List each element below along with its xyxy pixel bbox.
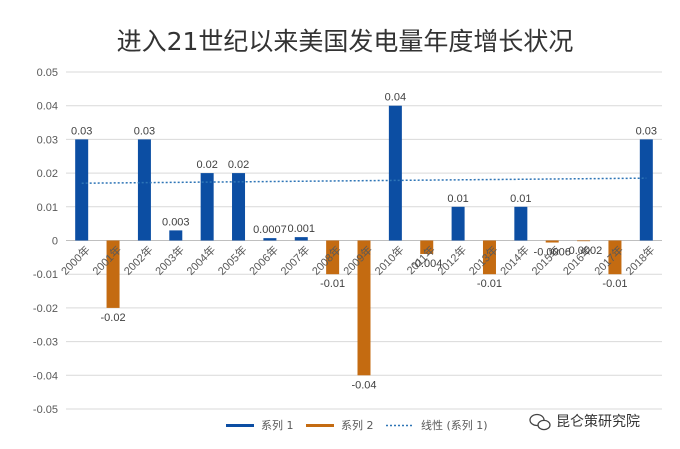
bar-series-1-2005年 — [232, 173, 246, 241]
bar-series-2-2017年 — [608, 240, 622, 275]
y-tick-label: 0.02 — [37, 168, 58, 180]
x-tick-label: 2014年 — [497, 243, 532, 278]
trendline-group — [81, 177, 647, 184]
data-label: -0.02 — [101, 312, 126, 324]
y-tick-label: 0.04 — [37, 101, 58, 113]
x-tick-label: 2002年 — [121, 243, 156, 278]
y-axis: 0.05 0.04 0.03 0.02 0.01 0 -0.01 -0.02 -0.03 -0.0… — [33, 67, 58, 416]
y-tick-label: 0.05 — [37, 67, 58, 79]
data-labels: 0.03 0.03 0.003 0.02 0.02 0.0007 0.001 0.04 0.01… — [71, 92, 657, 392]
x-tick-label: 2000年 — [58, 243, 93, 278]
x-tick-label: 2006年 — [246, 243, 281, 278]
y-tick-label: -0.01 — [33, 269, 58, 281]
bar-series-1-2012年 — [451, 206, 465, 241]
y-tick-label: -0.03 — [33, 337, 58, 349]
bar-series-2-2016年 — [577, 240, 591, 242]
data-label: -0.004 — [411, 258, 442, 270]
y-tick-label: -0.02 — [33, 303, 58, 315]
bar-series-1-2010年 — [388, 105, 402, 241]
legend-label-trendline: 线性 (系列 1) — [421, 418, 488, 432]
data-label: 0.02 — [228, 159, 249, 171]
data-label: -0.04 — [351, 379, 376, 391]
bar-series-2-2009年 — [357, 240, 371, 376]
bar-series-1-2002年 — [137, 139, 151, 241]
data-label: 0.001 — [287, 223, 315, 235]
bar-series-1-2007年 — [294, 237, 308, 241]
chart-title: 进入21世纪以来美国发电量年度增长状况 — [117, 27, 574, 56]
trendline — [81, 177, 647, 184]
bar-series-1-2014年 — [514, 206, 528, 241]
legend-swatch-series-2 — [306, 424, 334, 427]
x-tick-label: 2010年 — [371, 243, 406, 278]
watermark: 昆仑策研究院 — [529, 413, 640, 431]
y-tick-label: 0.03 — [37, 134, 58, 146]
data-label: 0.02 — [196, 159, 217, 171]
data-label: 0.003 — [162, 216, 190, 228]
y-tick-label: -0.04 — [33, 370, 58, 382]
x-tick-label: 2004年 — [183, 243, 218, 278]
y-tick-label: -0.05 — [33, 404, 58, 416]
data-label: -0.01 — [320, 278, 345, 290]
legend-swatch-series-1 — [226, 424, 254, 427]
data-label: -0.0006 — [534, 247, 571, 259]
x-tick-label: 2018年 — [622, 243, 657, 278]
legend-label-series-2: 系列 2 — [341, 418, 374, 432]
watermark-text: 昆仑策研究院 — [556, 413, 640, 430]
data-label: -0.01 — [477, 278, 502, 290]
data-label: -0.0002 — [565, 245, 602, 257]
data-label: 0.03 — [636, 125, 657, 137]
y-tick-label: 0 — [52, 236, 58, 248]
bar-series-1-2003年 — [169, 230, 183, 241]
legend-label-series-1: 系列 1 — [261, 418, 294, 432]
bars — [75, 105, 653, 376]
data-label: 0.01 — [447, 193, 468, 205]
data-label: 0.0007 — [253, 224, 287, 236]
bar-series-2-2015年 — [545, 240, 559, 243]
data-label: 0.03 — [71, 125, 92, 137]
data-label: 0.01 — [510, 193, 531, 205]
bar-series-2-2008年 — [326, 240, 340, 275]
bar-series-1-2018年 — [639, 139, 653, 241]
data-label: 0.03 — [134, 125, 155, 137]
bar-series-1-2000年 — [75, 139, 89, 241]
data-label: 0.04 — [385, 92, 406, 104]
bar-series-2-2011年 — [420, 240, 434, 254]
x-tick-label: 2003年 — [152, 243, 187, 278]
x-tick-label: 2005年 — [215, 243, 250, 278]
y-tick-label: 0.01 — [37, 202, 58, 214]
bar-series-2-2013年 — [482, 240, 496, 275]
bar-series-1-2006年 — [263, 238, 277, 241]
legend: 系列 1 系列 2 线性 (系列 1) — [226, 418, 488, 432]
wechat-icon — [529, 413, 551, 431]
data-label: -0.01 — [602, 278, 627, 290]
bar-series-1-2004年 — [200, 173, 214, 241]
x-tick-label: 2007年 — [277, 243, 312, 278]
bar-series-2-2001年 — [106, 240, 120, 308]
